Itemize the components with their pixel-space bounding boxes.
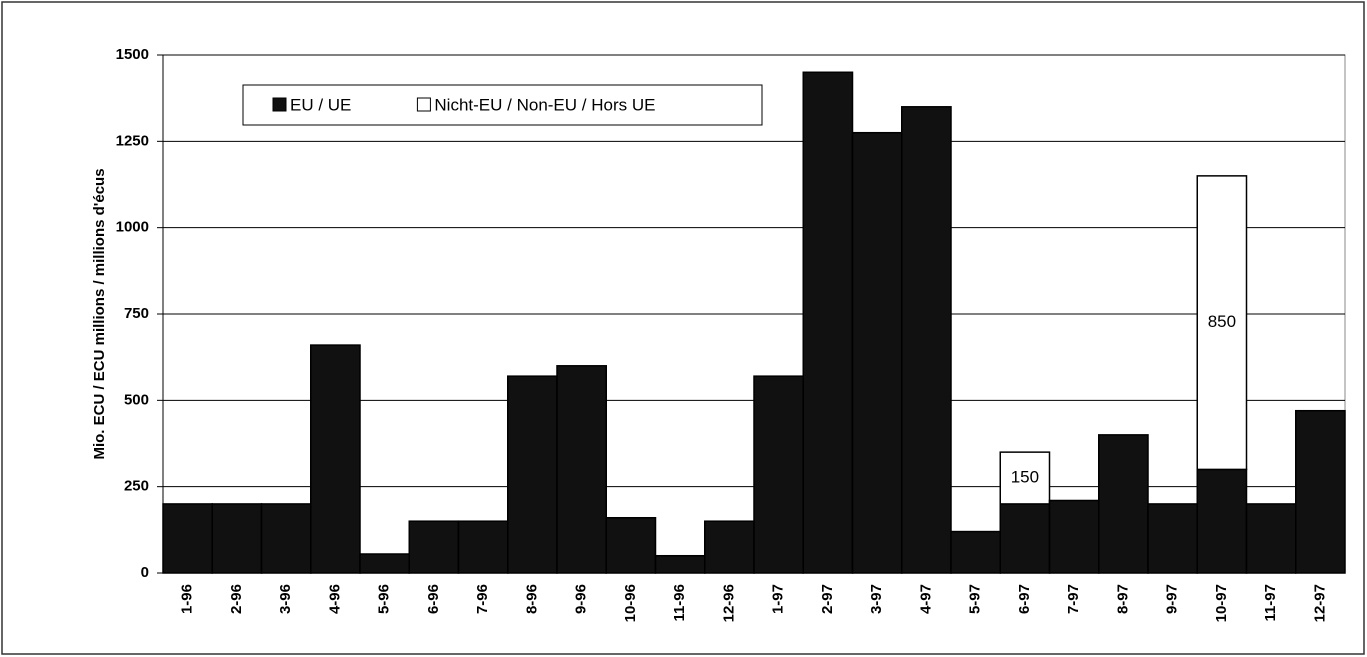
legend-swatch (416, 97, 431, 112)
legend-box (242, 84, 763, 126)
x-tick-label: 7-97 (1065, 584, 1082, 614)
x-tick-label: 2-96 (228, 584, 245, 614)
x-tick-label: 12-96 (720, 584, 737, 622)
y-tick-label: 0 (141, 564, 149, 581)
y-tick-label: 1000 (116, 219, 149, 236)
x-tick-label: 1-97 (770, 584, 787, 614)
y-tick-label: 1500 (116, 46, 149, 63)
bar (1295, 409, 1346, 574)
value-label: 150 (1011, 468, 1039, 487)
y-tick-label: 750 (124, 305, 149, 322)
x-tick-label: 8-97 (1114, 584, 1131, 614)
bar (1147, 503, 1198, 574)
bar (999, 503, 1051, 574)
bar (162, 503, 213, 574)
x-tick-label: 2-97 (819, 584, 836, 614)
bar (457, 520, 509, 574)
bar (950, 530, 1001, 574)
x-tick-label: 9-96 (573, 584, 590, 614)
x-tick-label: 5-97 (967, 584, 984, 614)
x-tick-label: 10-96 (622, 584, 639, 622)
x-tick-label: 4-96 (326, 584, 343, 614)
x-tick-label: 5-96 (376, 584, 393, 614)
legend-entry: EU / UE (290, 95, 351, 114)
x-tick-label: 11-96 (671, 584, 688, 622)
bar (359, 553, 410, 574)
bar (1245, 503, 1297, 574)
bar (260, 503, 312, 574)
x-tick-label: 3-97 (868, 584, 885, 614)
bar (704, 520, 755, 574)
x-tick-label: 6-97 (1016, 584, 1033, 614)
bar (556, 365, 607, 574)
legend-entry: Nicht-EU / Non-EU / Hors UE (434, 95, 655, 114)
bar (802, 71, 854, 574)
x-tick-label: 12-97 (1311, 584, 1328, 622)
y-axis-label: Mio. ECU / ECU millions / millions d'écu… (91, 168, 108, 459)
bar (310, 344, 361, 574)
bar (408, 520, 460, 574)
bar (507, 375, 558, 574)
value-label: 850 (1208, 312, 1236, 331)
x-tick-label: 4-97 (917, 584, 934, 614)
x-tick-label: 11-97 (1262, 584, 1279, 622)
x-tick-label: 6-96 (425, 584, 442, 614)
x-tick-label: 10-97 (1213, 584, 1230, 622)
bar (999, 451, 1051, 505)
bar (1098, 434, 1149, 574)
bar (851, 131, 903, 574)
x-tick-label: 3-96 (277, 584, 294, 614)
y-tick-label: 500 (124, 391, 149, 408)
legend-swatch (272, 97, 287, 112)
bar (1196, 468, 1248, 574)
bar (1196, 175, 1248, 471)
y-tick-label: 1250 (116, 132, 149, 149)
bar (901, 106, 952, 574)
bar (654, 554, 706, 574)
x-tick-label: 1-96 (179, 584, 196, 614)
y-tick-label: 250 (124, 478, 149, 495)
x-tick-label: 8-96 (523, 584, 540, 614)
bar (605, 516, 657, 574)
bar (753, 375, 804, 574)
bar (1048, 499, 1100, 574)
bar (211, 503, 263, 574)
x-tick-label: 9-97 (1164, 584, 1181, 614)
x-tick-label: 7-96 (474, 584, 491, 614)
